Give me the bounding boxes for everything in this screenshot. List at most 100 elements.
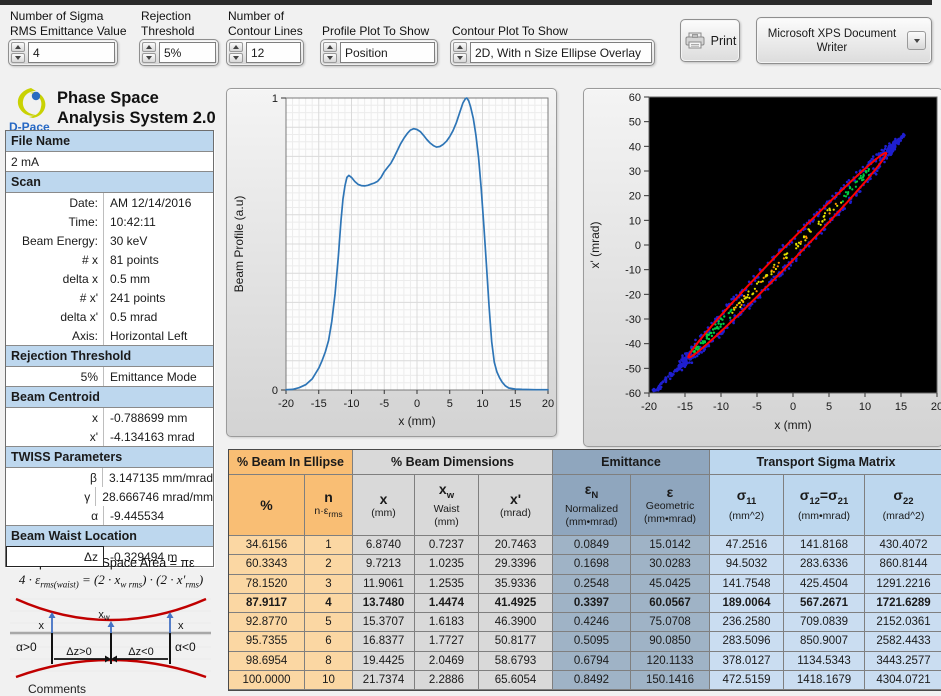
increment-button[interactable] [453, 42, 467, 52]
profile-plot-selector[interactable]: Position [320, 39, 438, 66]
table-cell: 29.3396 [479, 555, 553, 575]
table-cell: 4 [305, 593, 353, 613]
svg-text:20: 20 [629, 191, 641, 203]
field-value: 0.5 mm [110, 271, 151, 286]
decrement-button[interactable] [11, 53, 25, 63]
svg-text:α>0: α>0 [16, 640, 37, 654]
contour-lines-control[interactable]: 12 [226, 39, 304, 66]
printer-selector[interactable]: Microsoft XPS Document Writer [756, 17, 932, 64]
field-label: delta x [6, 269, 104, 288]
svg-text:5: 5 [826, 401, 832, 413]
sidebar-section-header: Beam Centroid [6, 386, 213, 408]
svg-text:30: 30 [629, 166, 641, 178]
table-cell: 100.0000 [229, 670, 305, 690]
column-header: εN Normalized (mm•mrad) [553, 475, 631, 536]
field-value: 241 points [110, 290, 166, 305]
svg-text:20: 20 [542, 398, 554, 410]
beam-profile-plot-panel: -20-15-10-505101520012345678910x (mm)Bea… [226, 88, 557, 437]
svg-text:-10: -10 [344, 398, 360, 410]
increment-button[interactable] [142, 42, 156, 52]
sigma-value-field[interactable]: 4 [28, 42, 115, 63]
table-cell: 34.6156 [229, 536, 305, 556]
table-cell: 236.2580 [710, 613, 784, 633]
field-value: Emittance Mode [110, 369, 197, 384]
decrement-button[interactable] [323, 53, 337, 63]
table-cell: 3 [305, 574, 353, 594]
phase-space-contour-panel: -20 -15 -10 -5 0 5 10 15 20 -60 -50 -40 -30 -20 -10 0 10… [583, 88, 941, 447]
field-label: # x' [6, 288, 104, 307]
svg-text:20: 20 [931, 401, 941, 413]
print-button[interactable]: Print [680, 19, 740, 62]
sidebar-section-header: Beam Waist Location [6, 525, 213, 547]
table-cell: 283.6336 [784, 555, 865, 575]
field-label: β [6, 468, 103, 487]
field-value: 3.147135 mm/mrad [108, 470, 213, 485]
column-header: n n·εrms [305, 475, 353, 536]
table-cell: 9.7213 [353, 555, 415, 575]
increment-button[interactable] [229, 42, 243, 52]
svg-text:x' (mrad): x' (mrad) [588, 222, 602, 269]
table-cell: 141.8168 [784, 536, 865, 556]
spinner [453, 42, 467, 63]
contour-plot-selector[interactable]: 2D, With n Size Ellipse Overlay [450, 39, 655, 66]
field-label: Axis: [6, 326, 104, 345]
table-cell: 3443.2577 [865, 651, 941, 671]
field-label: γ [6, 487, 97, 506]
field-value: 81 points [110, 252, 159, 267]
increment-button[interactable] [11, 42, 25, 52]
table-cell: 189.0064 [710, 593, 784, 613]
table-cell: 5 [305, 613, 353, 633]
field-label: x [6, 408, 104, 427]
table-row: 92.8770 5 15.3707 1.6183 46.3900 0.4246 75.070… [229, 613, 941, 633]
decrement-button[interactable] [142, 53, 156, 63]
table-cell: 15.0142 [631, 536, 710, 556]
table-cell: 35.9336 [479, 574, 553, 594]
comments-label: Comments [28, 682, 87, 696]
decrement-button[interactable] [453, 53, 467, 63]
table-row: 100.0000 10 21.7374 2.2886 65.6054 0.8492 150.… [229, 670, 941, 690]
spinner [142, 42, 156, 63]
table-cell: 0.3397 [553, 593, 631, 613]
table-cell: 0.7237 [415, 536, 479, 556]
printer-dropdown-button[interactable] [907, 31, 926, 50]
svg-text:60: 60 [629, 92, 641, 104]
table-cell: 45.0425 [631, 574, 710, 594]
field-label: Time: [6, 212, 104, 231]
up-arrow-icon [146, 45, 152, 49]
group-header: % Beam Dimensions [353, 450, 553, 475]
decrement-button[interactable] [229, 53, 243, 63]
field-value: Horizontal Left [110, 328, 188, 343]
down-arrow-icon [233, 56, 239, 60]
svg-text:-15: -15 [677, 401, 693, 413]
down-arrow-icon [457, 56, 463, 60]
field-label: Beam Energy: [6, 231, 104, 250]
spinner [11, 42, 25, 63]
rejection-threshold-control[interactable]: 5% [139, 39, 219, 66]
field-value: 10:42:11 [110, 214, 156, 229]
table-row: 98.6954 8 19.4425 2.0469 58.6793 0.6794 120.11… [229, 651, 941, 671]
contour-plot-value[interactable]: 2D, With n Size Ellipse Overlay [470, 42, 652, 63]
svg-text:-60: -60 [625, 388, 641, 400]
column-header: σ22 (mrad^2) [865, 475, 941, 536]
contour-plot-label: Contour Plot To Show [452, 24, 568, 38]
app-title: Phase Space Analysis System 2.0 [57, 89, 216, 127]
table-cell: 20.7463 [479, 536, 553, 556]
table-cell: 378.0127 [710, 651, 784, 671]
column-header: ε Geometric (mm•mrad) [631, 475, 710, 536]
profile-plot-value[interactable]: Position [340, 42, 435, 63]
contour-lines-field[interactable]: 12 [246, 42, 301, 63]
table-cell: 4304.0721 [865, 670, 941, 690]
table-cell: 98.6954 [229, 651, 305, 671]
table-cell: 41.4925 [479, 593, 553, 613]
table-cell: 15.3707 [353, 613, 415, 633]
svg-text:-20: -20 [625, 289, 641, 301]
increment-button[interactable] [323, 42, 337, 52]
group-header: Transport Sigma Matrix [710, 450, 941, 475]
table-cell: 8 [305, 651, 353, 671]
printer-icon [685, 32, 705, 48]
rejection-threshold-field[interactable]: 5% [159, 42, 216, 63]
printer-name: Microsoft XPS Document Writer [767, 27, 897, 54]
sigma-value-control[interactable]: 4 [8, 39, 118, 66]
table-cell: 0.4246 [553, 613, 631, 633]
window-top-strip [0, 0, 932, 5]
